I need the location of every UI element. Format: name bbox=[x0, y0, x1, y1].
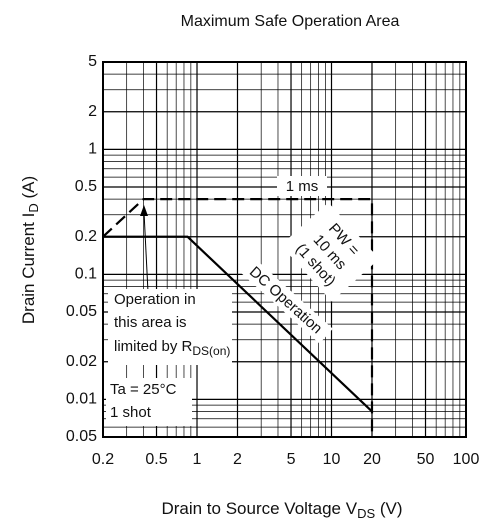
y-tick-label: 5 bbox=[88, 53, 97, 70]
y-tick-label: 0.1 bbox=[75, 266, 97, 283]
annotation: limited by RDS(on) bbox=[114, 338, 230, 358]
annotation: Ta = 25°C bbox=[110, 381, 177, 398]
annotations: Operation in this area is limited by RDS… bbox=[106, 176, 380, 426]
grid bbox=[102, 61, 467, 438]
annotation-text: limited by R bbox=[114, 338, 193, 355]
annotation: this area is bbox=[114, 314, 187, 331]
annotation: 1 ms bbox=[286, 178, 319, 195]
x-tick-label: 2 bbox=[233, 451, 242, 468]
y-tick-label: 1 bbox=[88, 141, 97, 158]
x-label-text: Drain to Source Voltage V bbox=[161, 499, 357, 518]
lines bbox=[102, 198, 374, 437]
x-tick-label: 0.2 bbox=[92, 451, 114, 468]
x-axis-label: Drain to Source Voltage VDS (V) bbox=[161, 499, 402, 521]
series-line bbox=[102, 198, 374, 437]
plot-frame bbox=[102, 61, 467, 438]
annotation-box bbox=[106, 378, 192, 426]
y-tick-label: 0.2 bbox=[75, 228, 97, 245]
x-tick-label: 100 bbox=[453, 451, 480, 468]
annotation: Operation in bbox=[114, 291, 196, 308]
annotation-box bbox=[239, 256, 333, 344]
annotation-box bbox=[277, 176, 327, 196]
arrow-head bbox=[140, 205, 148, 216]
x-label-after: (V) bbox=[375, 499, 402, 518]
y-tick-label: 0.02 bbox=[66, 353, 97, 370]
y-label-text: Drain Current I bbox=[19, 213, 38, 324]
x-label-sub: DS bbox=[357, 506, 375, 521]
y-axis-label: Drain Current ID (A) bbox=[19, 176, 41, 324]
y-label-after: (A) bbox=[19, 176, 38, 203]
x-tick-label: 5 bbox=[287, 451, 296, 468]
y-tick-label: 0.5 bbox=[75, 178, 97, 195]
x-tick-label: 20 bbox=[363, 451, 381, 468]
x-tick-label: 50 bbox=[417, 451, 435, 468]
chart-title: Maximum Safe Operation Area bbox=[181, 13, 400, 30]
x-tick-label: 0.5 bbox=[145, 451, 167, 468]
y-tick-label: 0.01 bbox=[66, 391, 97, 408]
y-label-sub: D bbox=[26, 203, 41, 212]
annotation: 1 shot bbox=[110, 404, 152, 421]
x-tick-label: 10 bbox=[323, 451, 341, 468]
y-tick-label: 0.05 bbox=[66, 303, 97, 320]
series-line bbox=[103, 235, 373, 413]
annotation-sub: DS(on) bbox=[192, 344, 230, 358]
y-tick-label: 2 bbox=[88, 103, 97, 120]
arrow bbox=[143, 211, 149, 293]
annotation-box bbox=[280, 202, 380, 302]
y-tick-label: 0.05 bbox=[66, 428, 97, 445]
x-tick-label: 1 bbox=[193, 451, 202, 468]
annotation-box bbox=[108, 289, 232, 365]
